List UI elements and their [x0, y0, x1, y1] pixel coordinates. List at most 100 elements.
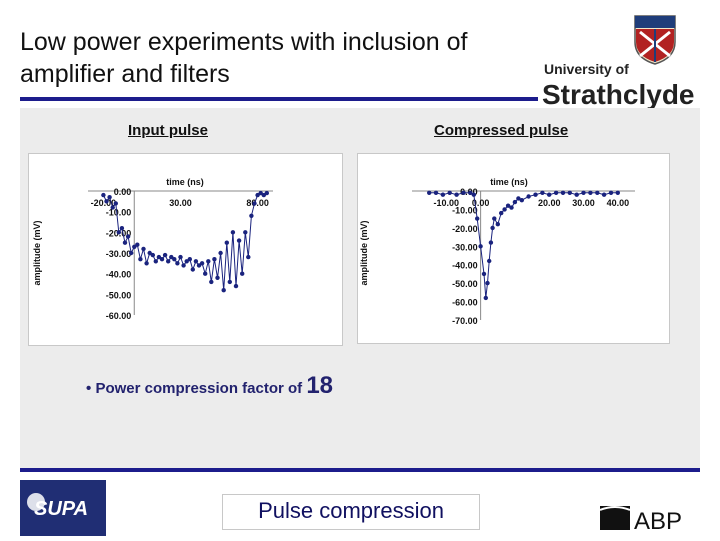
- crest-icon: [634, 15, 676, 65]
- data-point: [156, 254, 162, 260]
- data-point: [615, 190, 620, 195]
- data-point: [141, 246, 146, 252]
- data-point: [138, 257, 143, 262]
- y-tick-label: 0.00: [114, 187, 132, 197]
- university-name-line2: Strathclyde: [542, 79, 695, 110]
- data-point: [264, 190, 269, 196]
- slide-title: Low power experiments with inclusion of …: [20, 28, 468, 88]
- data-point: [227, 279, 232, 285]
- y-tick-label: -50.00: [106, 290, 132, 300]
- data-point: [150, 252, 155, 258]
- data-point: [206, 259, 211, 264]
- abp-logo: ABP: [600, 506, 682, 534]
- data-point: [588, 190, 593, 195]
- data-point: [181, 263, 186, 268]
- x-axis-title: time (ns): [166, 177, 204, 187]
- data-point: [193, 259, 199, 264]
- data-point: [481, 271, 487, 277]
- x-tick-label: 0.00: [472, 198, 490, 208]
- footer-title: Pulse compression: [222, 494, 480, 530]
- data-point: [110, 205, 115, 210]
- data-point: [509, 205, 514, 210]
- y-tick-label: -70.00: [452, 316, 478, 326]
- data-point: [475, 216, 480, 221]
- data-point: [190, 267, 195, 272]
- data-point: [246, 254, 251, 260]
- supa-wordmark: SUPA: [34, 498, 88, 520]
- input-pulse-chart-frame: [28, 153, 343, 346]
- data-point: [101, 192, 106, 198]
- x-tick-label: 30.00: [572, 198, 595, 208]
- data-point: [601, 192, 607, 197]
- university-name-line1: University of: [544, 61, 629, 77]
- data-point: [495, 222, 500, 227]
- data-point: [483, 295, 488, 301]
- data-point: [203, 271, 208, 276]
- y-tick-label: -10.00: [452, 205, 478, 215]
- data-point: [236, 238, 242, 243]
- data-point: [215, 275, 220, 280]
- x-tick-label: 20.00: [538, 198, 561, 208]
- data-point: [107, 195, 112, 200]
- data-point: [199, 261, 205, 266]
- abp-swoosh-icon: [600, 506, 631, 511]
- data-point: [144, 261, 149, 266]
- data-point: [147, 250, 152, 256]
- supa-star-icon: [27, 493, 45, 511]
- bullet-compression-factor: • Power compression factor of 18: [86, 372, 333, 400]
- supa-logo: SUPA: [20, 480, 106, 536]
- data-point: [135, 242, 140, 247]
- data-point: [187, 257, 192, 262]
- data-point: [240, 271, 245, 276]
- input-pulse-chart: 0.00 -10.00-20.00 -30.00 -40.00 -50.00 -60.00…: [32, 177, 273, 321]
- data-point: [487, 258, 492, 264]
- data-point: [454, 192, 459, 197]
- data-point: [516, 196, 521, 201]
- data-point: [243, 230, 248, 235]
- data-point: [221, 288, 226, 293]
- y-tick-label: -40.00: [106, 270, 132, 280]
- data-point: [249, 213, 254, 218]
- data-point: [119, 226, 125, 231]
- x-tick-label: 80.00: [246, 198, 269, 208]
- data-point: [485, 280, 490, 286]
- data-point: [490, 225, 495, 231]
- y-tick-label: -30.00: [106, 249, 132, 259]
- data-point: [526, 194, 531, 199]
- data-point: [116, 230, 122, 235]
- x-tick-label: 40.00: [607, 198, 630, 208]
- data-point: [468, 190, 473, 195]
- data-series-line: [102, 192, 268, 291]
- y-tick-label: -40.00: [452, 261, 478, 271]
- title-underline: [20, 97, 538, 101]
- data-point: [512, 199, 518, 205]
- data-point: [502, 207, 507, 212]
- data-point: [162, 252, 168, 258]
- data-point: [488, 240, 494, 245]
- data-point: [519, 198, 524, 203]
- data-point: [212, 257, 217, 262]
- data-point: [125, 234, 131, 239]
- data-point: [574, 192, 579, 197]
- data-point: [595, 190, 600, 195]
- data-point: [230, 230, 236, 235]
- data-point: [492, 216, 497, 221]
- compression-factor-value: 18: [306, 372, 334, 399]
- data-point: [122, 240, 128, 245]
- data-point: [224, 240, 229, 245]
- data-point: [166, 259, 171, 264]
- data-point: [178, 254, 183, 260]
- data-point: [547, 192, 552, 197]
- y-tick-label: -60.00: [452, 298, 478, 308]
- x-tick-label: 30.00: [169, 198, 192, 208]
- data-point: [440, 192, 446, 197]
- data-point: [499, 210, 504, 216]
- bullet-text: Power compression factor of: [95, 380, 307, 397]
- y-tick-label: -30.00: [452, 242, 478, 252]
- content-bottom-rule: [20, 468, 700, 472]
- data-point: [471, 192, 476, 197]
- data-point: [533, 192, 538, 197]
- data-point: [433, 190, 439, 195]
- data-point: [172, 257, 177, 262]
- data-point: [553, 190, 559, 195]
